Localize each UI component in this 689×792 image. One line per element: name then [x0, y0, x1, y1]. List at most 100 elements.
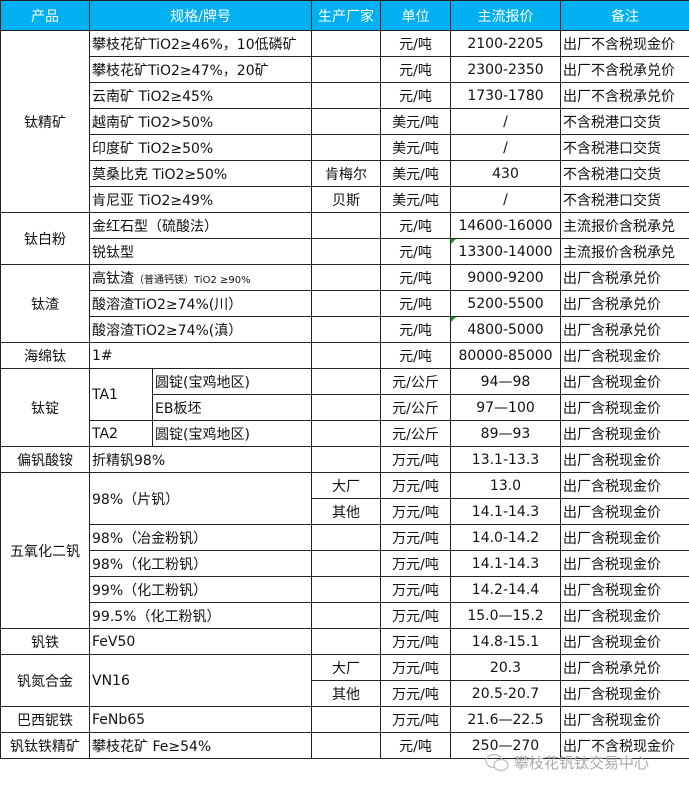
table-row: 98%（冶金粉钒） 万元/吨 14.0-14.2 出厂含税现金价: [1, 524, 689, 551]
note-cell: 出厂含税现金价: [560, 368, 689, 395]
spec-text: 云南矿 TiO2≥45%: [92, 88, 214, 105]
unit-cell: 万元/吨: [380, 576, 451, 603]
spec-cell: 99%（化工粉钒）: [89, 576, 312, 603]
product-cell: 钛精矿: [0, 30, 90, 213]
maker-cell: [311, 394, 381, 421]
product-cell: 巴西铌铁: [0, 706, 90, 733]
maker-cell: [311, 706, 381, 733]
unit-cell: 美元/吨: [380, 186, 451, 213]
spec-text: 金红石型（硫酸法）: [92, 218, 218, 235]
spec-cell: 锐钛型: [89, 238, 312, 265]
maker-cell: [311, 30, 381, 57]
watermark: 攀枝花钒钛交易中心: [484, 752, 649, 773]
table-row: 钛渣 高钛渣（普通钙镁）TiO2 ≥90% 元/吨 9000-9200 出厂含税承兑价: [0, 264, 689, 343]
spec-cell: 攀枝花矿 Fe≥54%: [89, 732, 312, 759]
spec-text: 98%（片钒）: [92, 491, 180, 508]
product-cell: 钒钛铁精矿: [0, 732, 90, 759]
unit-cell: 元/吨: [380, 212, 451, 239]
price-text: /: [503, 113, 508, 130]
price-cell: 9000-9200: [450, 264, 561, 291]
unit-cell: 元/吨: [380, 342, 451, 369]
unit-cell: 元/吨: [380, 56, 451, 83]
price-cell: 250—270: [450, 732, 561, 759]
maker-cell: [311, 82, 381, 109]
maker-cell: [311, 238, 381, 265]
wechat-icon: [485, 753, 509, 771]
spec-cell: VN16: [89, 654, 312, 707]
note-cell: 主流报价含税承兑: [560, 212, 689, 239]
note-cell: 出厂含税现金价: [560, 550, 689, 577]
note-cell: 出厂含税现金价: [560, 342, 689, 369]
price-text: 14.1-14.3: [471, 555, 540, 572]
spec-text: 肯尼亚 TiO2≥49%: [92, 192, 214, 209]
unit-cell: 元/吨: [380, 82, 451, 109]
unit-cell: 万元/吨: [380, 706, 451, 733]
maker-cell: 其他: [311, 680, 381, 707]
price-cell: 89—93: [450, 420, 561, 447]
table-row: 98%（化工粉钒） 万元/吨 14.1-14.3 出厂含税现金价: [1, 550, 689, 577]
table-row: 其他 万元/吨 20.5-20.7 出厂含税现金价: [1, 680, 689, 707]
note-cell: 出厂含税现金价: [560, 680, 689, 707]
table-row: 钒铁 FeV50 万元/吨 14.8-15.1 出厂含税现金价: [0, 628, 689, 655]
price-text: 250—270: [471, 737, 540, 754]
price-cell: 14.1-14.3: [450, 550, 561, 577]
table-row: 锐钛型 元/吨 13300-14000 主流报价含税承兑: [1, 238, 689, 265]
price-text: /: [503, 191, 508, 208]
note-cell: 出厂不含税承兑价: [560, 82, 689, 109]
product-cell: 钛渣: [0, 264, 90, 343]
unit-cell: 万元/吨: [380, 524, 451, 551]
maker-cell: [311, 602, 381, 629]
price-text: 1730-1780: [467, 87, 544, 104]
header-unit: 单位: [380, 0, 451, 31]
spec-text: FeV50: [92, 633, 136, 650]
grade-cell: TA1: [89, 368, 153, 421]
note-cell: 出厂含税承兑价: [560, 290, 689, 317]
spec-cell: 高钛渣（普通钙镁）TiO2 ≥90%: [89, 264, 312, 291]
price-text: 13.1-13.3: [471, 451, 540, 468]
unit-cell: 元/公斤: [380, 420, 451, 447]
spec-cell: 98%（化工粉钒）: [89, 550, 312, 577]
note-cell: 出厂含税现金价: [560, 706, 689, 733]
spec-cell: 圆锭(宝鸡地区): [152, 420, 312, 447]
unit-cell: 美元/吨: [380, 160, 451, 187]
price-text: 21.6—22.5: [467, 711, 544, 728]
price-cell: 5200-5500: [450, 290, 561, 317]
product-cell: 五氧化二钒: [0, 472, 90, 629]
table-row: 酸溶渣TiO2≥74%(川） 元/吨 5200-5500 出厂含税承兑价: [1, 290, 689, 317]
note-cell: 出厂不含税现金价: [560, 732, 689, 759]
spec-text: 攀枝花矿TiO2≥46%，10低磷矿: [92, 36, 297, 53]
comment-marker-icon: [451, 239, 456, 244]
price-text: 89—93: [480, 425, 531, 442]
price-cell: /: [450, 108, 561, 135]
maker-cell: 贝斯: [311, 186, 381, 213]
spec-text: 酸溶渣TiO2≥74%(滇）: [92, 322, 243, 339]
price-text: 5200-5500: [467, 295, 544, 312]
table-row: 海绵钛 1# 元/吨 80000-85000 出厂含税现金价: [0, 342, 689, 369]
spec-cell: 酸溶渣TiO2≥74%(川）: [89, 290, 312, 317]
spec-text: FeNb65: [92, 711, 146, 728]
unit-cell: 万元/吨: [380, 602, 451, 629]
spec-text: 高钛渣: [92, 270, 134, 287]
note-cell: 出厂含税承兑价: [560, 264, 689, 291]
maker-cell: [311, 342, 381, 369]
maker-cell: [311, 316, 381, 343]
spec-text: 98%（化工粉钒）: [92, 556, 208, 573]
note-cell: 出厂含税现金价: [560, 576, 689, 603]
spec-text: 酸溶渣TiO2≥74%(川）: [92, 296, 243, 313]
spec-cell: 圆锭(宝鸡地区): [152, 368, 312, 395]
price-text: 14.2-14.4: [471, 581, 540, 598]
spec-cell: FeV50: [89, 628, 312, 655]
spec-cell: 越南矿 TiO2>50%: [89, 108, 312, 135]
price-text: /: [503, 139, 508, 156]
table-row: 其他 万元/吨 14.1-14.3 出厂含税现金价: [1, 498, 689, 525]
unit-cell: 元/公斤: [380, 368, 451, 395]
price-cell: 14.8-15.1: [450, 628, 561, 655]
spec-text: 折精钒98%: [92, 452, 166, 469]
maker-cell: 大厂: [311, 654, 381, 681]
table-row: 五氧化二钒 98%（片钒） 大厂 万元/吨 13.0 出厂含税现金价: [0, 472, 689, 629]
price-text: 94—98: [480, 373, 531, 390]
product-cell: 钒氮合金: [0, 654, 90, 707]
note-cell: 不含税港口交货: [560, 160, 689, 187]
spec-text: 98%（冶金粉钒）: [92, 530, 208, 547]
price-text: 15.0—15.2: [467, 607, 544, 624]
